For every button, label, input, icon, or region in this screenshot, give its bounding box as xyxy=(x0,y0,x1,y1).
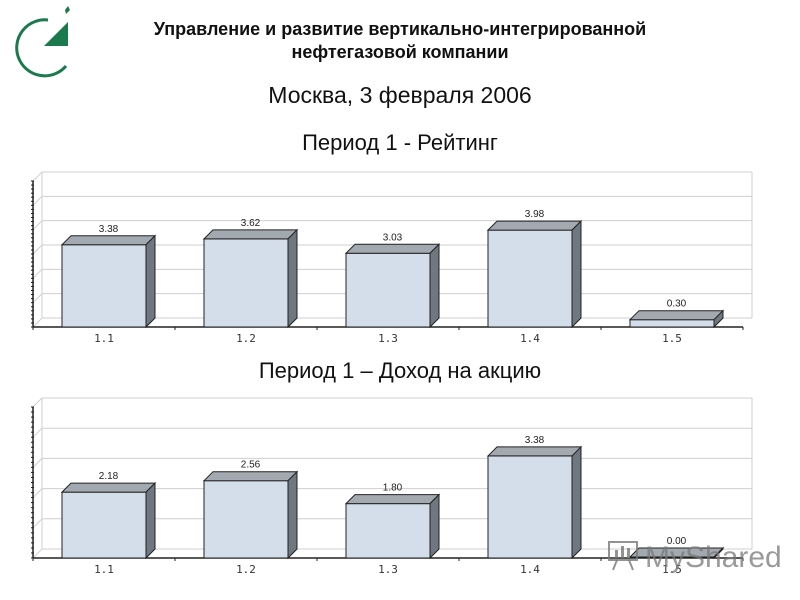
category-label: 1.1 xyxy=(94,563,114,576)
bar-1.1: 2.18 1.1 xyxy=(60,471,157,576)
bar-value-label: 3.98 xyxy=(525,209,545,220)
bar-value-label: 0.00 xyxy=(667,536,687,547)
bar-1.2: 2.56 1.2 xyxy=(202,460,299,576)
presentation-board-icon xyxy=(605,536,641,580)
chart-2-title: Период 1 – Доход на акцию xyxy=(258,358,542,383)
presentation-title: Управление и развитие вертикально-интегр… xyxy=(153,19,647,62)
bar-value-label: 2.56 xyxy=(241,460,261,471)
presentation-subtitle: Москва, 3 февраля 2006 xyxy=(268,82,532,108)
category-label: 1.3 xyxy=(378,563,398,576)
category-label: 1.5 xyxy=(662,563,682,576)
bar-value-label: 3.38 xyxy=(99,224,119,235)
bar-1.3: 3.03 1.3 xyxy=(344,232,441,345)
bar-value-label: 2.18 xyxy=(99,471,119,482)
bar-1.3: 1.80 1.3 xyxy=(344,483,441,576)
category-label: 1.1 xyxy=(94,332,114,345)
bar-1.4: 3.38 1.4 xyxy=(486,435,583,576)
watermark: MyShared xyxy=(605,536,782,580)
bar-1.1: 3.38 1.1 xyxy=(60,224,157,345)
bar-1.4: 3.98 1.4 xyxy=(486,209,583,345)
category-label: 1.4 xyxy=(520,563,540,576)
category-label: 1.2 xyxy=(236,563,256,576)
category-label: 1.2 xyxy=(236,332,256,345)
bar-1.5: 0.00 1.5 xyxy=(628,536,725,576)
chart-1-title: Период 1 - Рейтинг xyxy=(302,130,498,155)
bar-1.2: 3.62 1.2 xyxy=(202,218,299,345)
bar-value-label: 0.30 xyxy=(667,299,687,310)
bar-1.5: 0.30 1.5 xyxy=(628,299,725,345)
rating-bar-chart: 3.38 1.1 3.62 1.2 3.03 1.3 3.98 1.4 0.30 1.5 xyxy=(0,160,800,350)
company-logo-icon xyxy=(8,2,74,78)
category-label: 1.4 xyxy=(520,332,540,345)
watermark-text: MyShared xyxy=(645,541,782,574)
bar-value-label: 3.38 xyxy=(525,435,545,446)
category-label: 1.5 xyxy=(662,332,682,345)
category-label: 1.3 xyxy=(378,332,398,345)
eps-bar-chart: 2.18 1.1 2.56 1.2 1.80 1.3 3.38 1.4 0.00 1.5 xyxy=(0,390,800,580)
bar-value-label: 3.03 xyxy=(383,232,403,243)
bar-value-label: 3.62 xyxy=(241,218,261,229)
bar-value-label: 1.80 xyxy=(383,483,403,494)
